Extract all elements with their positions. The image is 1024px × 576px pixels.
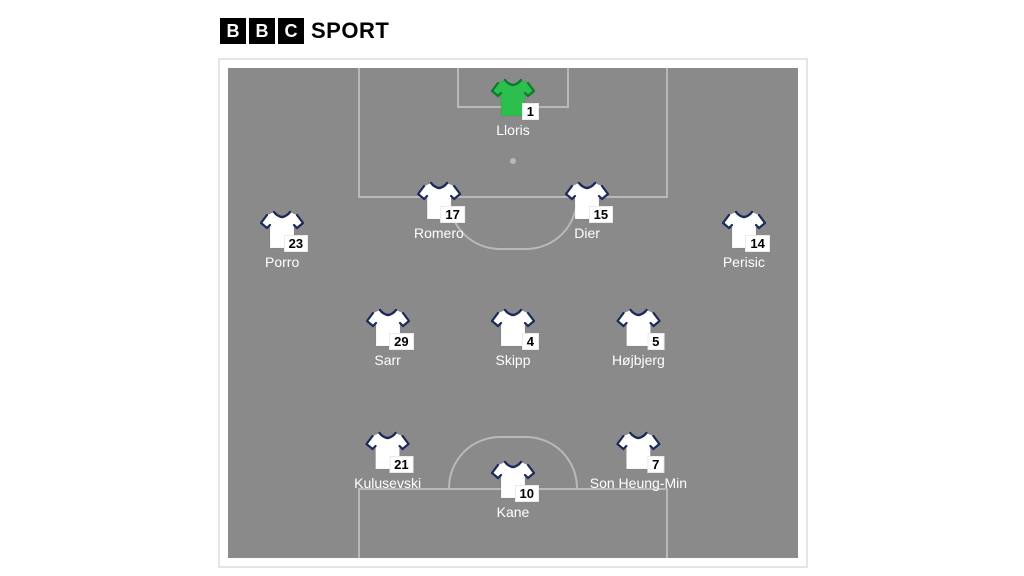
player-number: 1 [522, 103, 539, 120]
player-romero: 17 Romero [414, 181, 464, 241]
player-name: Skipp [495, 352, 530, 368]
shirt-icon: 15 [565, 181, 609, 221]
player-name: Sarr [374, 352, 400, 368]
shirt-icon: 21 [366, 431, 410, 471]
shirt-icon: 7 [616, 431, 660, 471]
logo-b1: B [220, 18, 246, 44]
player-kulusevski: 21 Kulusevski [354, 431, 421, 491]
player-son-heung-min: 7 Son Heung-Min [590, 431, 687, 491]
player-porro: 23 Porro [260, 210, 304, 270]
player-number: 21 [389, 456, 413, 473]
player-number: 5 [647, 333, 664, 350]
player-skipp: 4 Skipp [491, 308, 535, 368]
player-number: 29 [389, 333, 413, 350]
player-name: Romero [414, 225, 464, 241]
brand: B B C SPORT [220, 18, 808, 44]
player-h-jbjerg: 5 Højbjerg [612, 308, 665, 368]
player-name: Højbjerg [612, 352, 665, 368]
logo-b3: C [278, 18, 304, 44]
lineup-graphic: B B C SPORT 1 Lloris 17 [218, 18, 808, 568]
player-name: Dier [574, 225, 600, 241]
shirt-icon: 14 [722, 210, 766, 250]
player-kane: 10 Kane [491, 460, 535, 520]
shirt-icon: 23 [260, 210, 304, 250]
shirt-icon: 17 [417, 181, 461, 221]
player-name: Kane [497, 504, 530, 520]
player-number: 4 [522, 333, 539, 350]
player-name: Lloris [496, 122, 529, 138]
player-number: 23 [284, 235, 308, 252]
player-number: 15 [589, 206, 613, 223]
player-name: Porro [265, 254, 299, 270]
shirt-icon: 5 [616, 308, 660, 348]
logo-b2: B [249, 18, 275, 44]
penalty-spot-top [510, 158, 516, 164]
shirt-icon: 4 [491, 308, 535, 348]
player-number: 10 [515, 485, 539, 502]
player-perisic: 14 Perisic [722, 210, 766, 270]
player-name: Perisic [723, 254, 765, 270]
shirt-icon: 29 [366, 308, 410, 348]
player-number: 14 [745, 235, 769, 252]
brand-text: SPORT [311, 18, 389, 44]
player-number: 7 [647, 456, 664, 473]
bbc-logo: B B C [220, 18, 304, 44]
player-name: Son Heung-Min [590, 475, 687, 491]
pitch: 1 Lloris 17 Romero 15 Dier 23 Porro [218, 58, 808, 568]
player-name: Kulusevski [354, 475, 421, 491]
player-dier: 15 Dier [565, 181, 609, 241]
player-sarr: 29 Sarr [366, 308, 410, 368]
shirt-icon: 1 [491, 78, 535, 118]
penalty-arc-top [448, 198, 578, 250]
player-number: 17 [440, 206, 464, 223]
player-lloris: 1 Lloris [491, 78, 535, 138]
pitch-inner: 1 Lloris 17 Romero 15 Dier 23 Porro [228, 68, 798, 558]
shirt-icon: 10 [491, 460, 535, 500]
